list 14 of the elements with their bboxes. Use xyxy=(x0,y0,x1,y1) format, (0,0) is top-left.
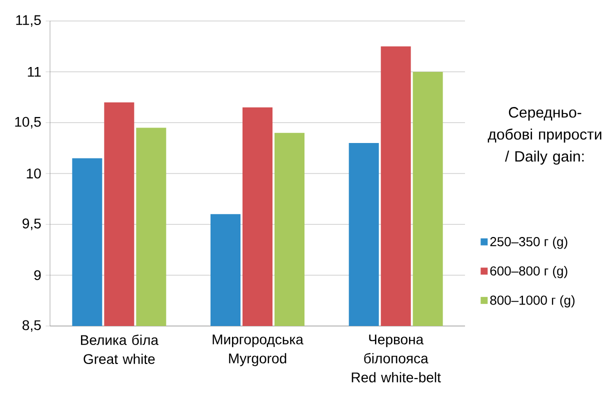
legend-label: 250–350 г (g) xyxy=(490,236,568,249)
x-tick-label: Велика біла Great white xyxy=(81,334,158,364)
x-tick-label: Миргородська Myrgorod xyxy=(212,334,304,366)
y-tick-label: 11 xyxy=(28,67,41,77)
y-tick-label: 10 xyxy=(26,168,41,178)
y-tick-label: 9,5 xyxy=(22,218,41,230)
legend-title: Середньо-добові прирости / Daily gain: xyxy=(488,107,602,165)
y-tick-label: 8,5 xyxy=(22,320,41,332)
y-tick-label: 11,5 xyxy=(16,15,41,27)
legend-label: 600–800 г (g) xyxy=(490,266,568,278)
y-tick-label: 9 xyxy=(34,270,41,280)
legend-label: 800–1000 г (g) xyxy=(490,295,574,308)
x-tick-label: Червона білопояса Red white-belt xyxy=(352,334,441,382)
y-tick-label: 10,5 xyxy=(15,116,41,128)
